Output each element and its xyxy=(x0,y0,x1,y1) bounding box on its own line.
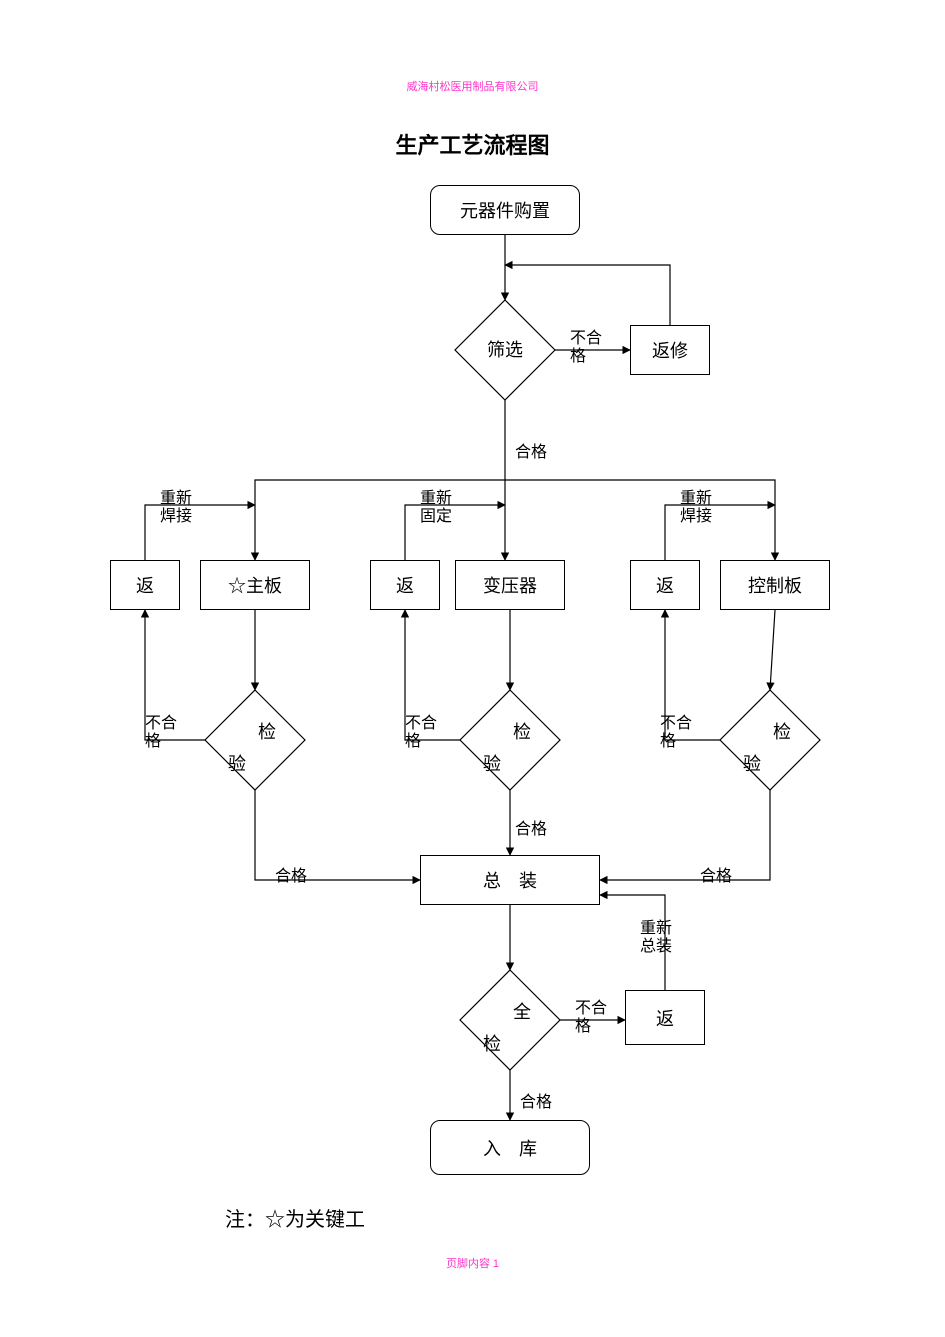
edge xyxy=(505,480,775,560)
n_chk3-label: 检 xyxy=(773,722,791,742)
edge-label-reweld: 重新焊接 xyxy=(160,490,192,526)
n_chk2 xyxy=(460,690,560,790)
n_trans: 变压器 xyxy=(455,560,565,610)
edge-label-pass: 合格 xyxy=(700,862,732,886)
edge-label-reweld: 重新焊接 xyxy=(680,490,712,526)
edge xyxy=(505,265,670,325)
n_repair1: 返修 xyxy=(630,325,710,375)
n_main: ☆主板 xyxy=(200,560,310,610)
edge-label-reasm: 重新总装 xyxy=(640,920,672,956)
n_chk1-label2: 验 xyxy=(228,754,246,774)
n_trans-label: 变压器 xyxy=(483,572,537,598)
n_main-label: ☆主板 xyxy=(228,572,282,598)
n_chk2-label2: 验 xyxy=(483,754,501,774)
n_ctrl-label: 控制板 xyxy=(748,572,802,598)
edge-label-pass: 合格 xyxy=(520,1088,552,1112)
n_assembly: 总 装 xyxy=(420,855,600,905)
flowchart-canvas: 威海村松医用制品有限公司 生产工艺流程图 筛选检验检验检验全检 元器件购置返修返… xyxy=(0,0,945,1337)
footer-page: 1 xyxy=(493,1258,499,1270)
edge xyxy=(255,480,505,560)
n_screen-label: 筛选 xyxy=(487,340,523,360)
edge-label-pass: 合格 xyxy=(275,862,307,886)
edge xyxy=(770,610,775,690)
n_ret1: 返 xyxy=(110,560,180,610)
edge-label-fail: 不合格 xyxy=(570,330,602,366)
n_chk2-label: 检 xyxy=(513,722,531,742)
n_ret3: 返 xyxy=(630,560,700,610)
edge-label-fail: 不合格 xyxy=(575,1000,607,1036)
n_full-label2: 检 xyxy=(483,1034,501,1054)
n_chk3 xyxy=(720,690,820,790)
n_full xyxy=(460,970,560,1070)
n_assembly-label: 总 装 xyxy=(483,867,537,893)
n_ret4: 返 xyxy=(625,990,705,1045)
edge xyxy=(600,790,770,880)
edge-label-refix: 重新固定 xyxy=(420,490,452,526)
n_chk3-label2: 验 xyxy=(743,754,761,774)
n_ret4-label: 返 xyxy=(656,1005,674,1031)
n_ctrl: 控制板 xyxy=(720,560,830,610)
n_stock-label: 入 库 xyxy=(483,1135,537,1161)
n_chk1 xyxy=(205,690,305,790)
edge-label-pass: 合格 xyxy=(515,438,547,462)
n_purchase-label: 元器件购置 xyxy=(460,197,550,223)
edge-label-fail: 不合格 xyxy=(405,715,437,751)
n_ret2: 返 xyxy=(370,560,440,610)
footer-text: 页脚内容 1 xyxy=(0,1255,945,1271)
n_ret3-label: 返 xyxy=(656,572,674,598)
edge-label-fail: 不合格 xyxy=(660,715,692,751)
footer-prefix: 页脚内容 xyxy=(446,1258,490,1270)
n_full-label: 全 xyxy=(513,1002,531,1022)
footnote: 注：☆为关键工 xyxy=(225,1203,365,1232)
n_stock: 入 库 xyxy=(430,1120,590,1175)
edge-label-fail: 不合格 xyxy=(145,715,177,751)
n_ret1-label: 返 xyxy=(136,572,154,598)
n_chk1-label: 检 xyxy=(258,722,276,742)
n_purchase: 元器件购置 xyxy=(430,185,580,235)
n_repair1-label: 返修 xyxy=(652,337,688,363)
n_ret2-label: 返 xyxy=(396,572,414,598)
edge-label-pass: 合格 xyxy=(515,815,547,839)
